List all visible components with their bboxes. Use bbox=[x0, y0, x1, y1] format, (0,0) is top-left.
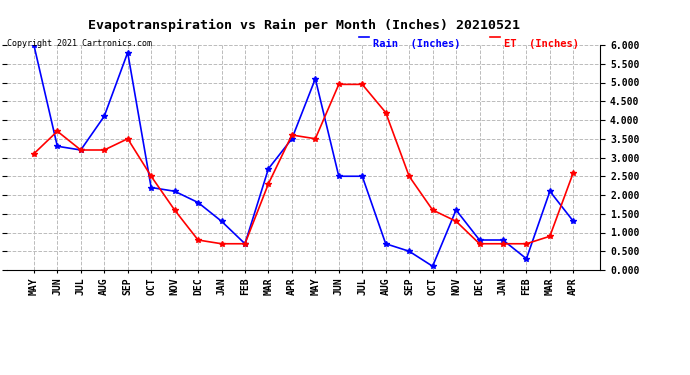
ET  (Inches) bbox=[546, 234, 554, 238]
Rain  (Inches) bbox=[100, 114, 108, 118]
Rain  (Inches) bbox=[264, 166, 273, 171]
ET  (Inches) bbox=[522, 242, 531, 246]
ET  (Inches) bbox=[452, 219, 460, 224]
Rain  (Inches) bbox=[288, 136, 296, 141]
ET  (Inches) bbox=[382, 110, 390, 115]
ET  (Inches) bbox=[288, 133, 296, 137]
ET  (Inches) bbox=[241, 242, 249, 246]
Rain  (Inches) bbox=[194, 200, 202, 205]
ET  (Inches) bbox=[264, 182, 273, 186]
ET  (Inches) bbox=[428, 208, 437, 212]
ET  (Inches) bbox=[53, 129, 61, 134]
Rain  (Inches) bbox=[217, 219, 226, 224]
Line: Rain  (Inches): Rain (Inches) bbox=[31, 42, 576, 269]
ET  (Inches) bbox=[311, 136, 319, 141]
ET  (Inches) bbox=[194, 238, 202, 242]
ET  (Inches) bbox=[100, 148, 108, 152]
ET  (Inches) bbox=[170, 208, 179, 212]
ET  (Inches) bbox=[30, 152, 38, 156]
Rain  (Inches) bbox=[335, 174, 343, 178]
ET  (Inches) bbox=[358, 82, 366, 87]
ET  (Inches) bbox=[569, 170, 578, 175]
ET  (Inches) bbox=[147, 174, 155, 178]
ET  (Inches) bbox=[335, 82, 343, 87]
Rain  (Inches) bbox=[546, 189, 554, 194]
ET  (Inches) bbox=[405, 174, 413, 178]
ET  (Inches) bbox=[124, 136, 132, 141]
Text: Rain  (Inches): Rain (Inches) bbox=[373, 39, 460, 50]
Rain  (Inches) bbox=[428, 264, 437, 268]
Line: ET  (Inches): ET (Inches) bbox=[31, 82, 576, 246]
Rain  (Inches) bbox=[382, 242, 390, 246]
ET  (Inches) bbox=[499, 242, 507, 246]
Rain  (Inches) bbox=[147, 185, 155, 190]
Rain  (Inches) bbox=[569, 219, 578, 224]
Rain  (Inches) bbox=[241, 242, 249, 246]
Rain  (Inches) bbox=[124, 50, 132, 55]
ET  (Inches) bbox=[475, 242, 484, 246]
ET  (Inches) bbox=[77, 148, 85, 152]
Text: ET  (Inches): ET (Inches) bbox=[504, 39, 579, 50]
Rain  (Inches) bbox=[452, 208, 460, 212]
Rain  (Inches) bbox=[77, 148, 85, 152]
Text: Evapotranspiration vs Rain per Month (Inches) 20210521: Evapotranspiration vs Rain per Month (In… bbox=[88, 19, 520, 32]
Rain  (Inches) bbox=[522, 256, 531, 261]
Rain  (Inches) bbox=[358, 174, 366, 178]
Rain  (Inches) bbox=[499, 238, 507, 242]
Text: Copyright 2021 Cartronics.com: Copyright 2021 Cartronics.com bbox=[7, 39, 152, 48]
Rain  (Inches) bbox=[311, 76, 319, 81]
Rain  (Inches) bbox=[170, 189, 179, 194]
Rain  (Inches) bbox=[475, 238, 484, 242]
Rain  (Inches) bbox=[53, 144, 61, 148]
Rain  (Inches) bbox=[405, 249, 413, 254]
ET  (Inches) bbox=[217, 242, 226, 246]
Rain  (Inches) bbox=[30, 43, 38, 47]
